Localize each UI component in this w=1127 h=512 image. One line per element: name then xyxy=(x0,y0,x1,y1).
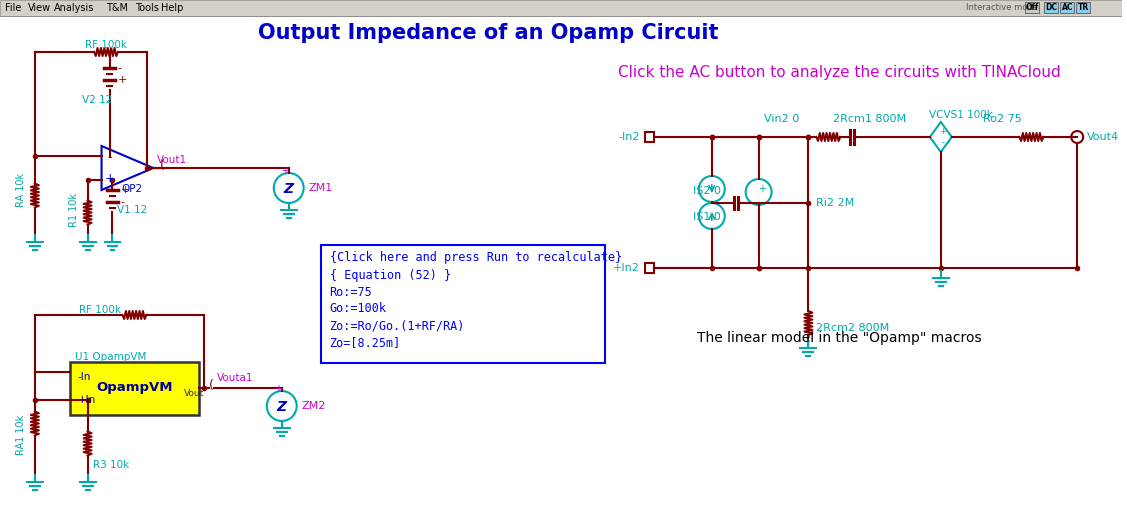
Text: +: + xyxy=(121,185,130,195)
Text: +: + xyxy=(281,166,289,176)
Text: (: ( xyxy=(208,378,213,392)
Text: -: - xyxy=(121,197,124,207)
Text: Off: Off xyxy=(1026,4,1039,12)
Text: VCVS1 100k: VCVS1 100k xyxy=(929,110,993,120)
FancyBboxPatch shape xyxy=(70,362,199,415)
Text: RF 100k: RF 100k xyxy=(85,40,126,50)
FancyBboxPatch shape xyxy=(645,132,654,142)
Circle shape xyxy=(267,391,296,421)
Text: IS2 0: IS2 0 xyxy=(693,186,721,196)
Text: +In: +In xyxy=(78,395,96,405)
Text: OpampVM: OpampVM xyxy=(96,381,172,395)
Text: V1 12: V1 12 xyxy=(117,205,148,215)
Circle shape xyxy=(699,203,725,229)
Text: Zo:=Ro/Go.(1+RF/RA): Zo:=Ro/Go.(1+RF/RA) xyxy=(329,319,465,332)
Text: +: + xyxy=(940,127,947,137)
Text: 2Rcm1 800M: 2Rcm1 800M xyxy=(833,114,906,124)
Text: RA1 10k: RA1 10k xyxy=(16,415,26,455)
Text: U1 OpampVM: U1 OpampVM xyxy=(74,352,147,362)
Circle shape xyxy=(1072,131,1083,143)
Text: Vin2 0: Vin2 0 xyxy=(764,114,799,124)
Text: Zo=[8.25m]: Zo=[8.25m] xyxy=(329,336,401,350)
Circle shape xyxy=(699,176,725,202)
Text: +: + xyxy=(274,384,282,394)
Text: +In2: +In2 xyxy=(613,263,640,273)
Text: Vout4: Vout4 xyxy=(1088,132,1119,142)
Text: R3 10k: R3 10k xyxy=(92,460,128,470)
Text: {Click here and press Run to recalculate}: {Click here and press Run to recalculate… xyxy=(329,251,622,265)
Text: +: + xyxy=(104,172,115,184)
Text: RA 10k: RA 10k xyxy=(16,173,26,207)
FancyBboxPatch shape xyxy=(1061,2,1074,13)
Text: DC: DC xyxy=(1046,4,1057,12)
Text: File: File xyxy=(5,3,21,13)
Text: 2Rcm2 800M: 2Rcm2 800M xyxy=(816,323,889,333)
Text: Output Impedance of an Opamp Circuit: Output Impedance of an Opamp Circuit xyxy=(258,23,718,43)
Text: Click the AC button to analyze the circuits with TINACloud: Click the AC button to analyze the circu… xyxy=(618,65,1061,79)
Text: Tools: Tools xyxy=(135,3,159,13)
Text: Go:=100k: Go:=100k xyxy=(329,303,387,315)
FancyBboxPatch shape xyxy=(1045,2,1058,13)
Text: Z: Z xyxy=(277,400,286,414)
Text: { Equation (52) }: { Equation (52) } xyxy=(329,268,451,282)
Text: RF 100k: RF 100k xyxy=(79,305,121,315)
Text: (: ( xyxy=(160,159,165,172)
Text: AC: AC xyxy=(1062,4,1073,12)
Text: +: + xyxy=(117,75,127,85)
Text: +: + xyxy=(757,184,765,194)
Text: Interactive mode: Interactive mode xyxy=(966,4,1038,12)
FancyBboxPatch shape xyxy=(0,0,1122,16)
Text: The linear model in the "Opamp" macros: The linear model in the "Opamp" macros xyxy=(696,331,982,345)
Text: OP2: OP2 xyxy=(122,184,143,194)
FancyBboxPatch shape xyxy=(320,245,605,363)
Text: -: - xyxy=(117,63,122,73)
Text: Ri2 2M: Ri2 2M xyxy=(816,198,854,207)
Circle shape xyxy=(274,173,303,203)
FancyBboxPatch shape xyxy=(1076,2,1090,13)
Text: V2 12: V2 12 xyxy=(81,95,112,105)
Text: Help: Help xyxy=(161,3,184,13)
Text: -: - xyxy=(941,139,944,147)
Text: Ro2 75: Ro2 75 xyxy=(983,114,1022,124)
Text: Ro:=75: Ro:=75 xyxy=(329,286,372,298)
Text: Analysis: Analysis xyxy=(54,3,95,13)
FancyBboxPatch shape xyxy=(645,263,654,273)
FancyBboxPatch shape xyxy=(1026,2,1039,13)
Text: -In2: -In2 xyxy=(619,132,640,142)
Polygon shape xyxy=(930,122,952,152)
Text: -In: -In xyxy=(78,372,91,382)
Text: Vouta1: Vouta1 xyxy=(218,373,254,383)
Text: TR: TR xyxy=(1077,4,1089,12)
Circle shape xyxy=(746,179,772,205)
Text: -: - xyxy=(107,152,112,164)
Text: Vout1: Vout1 xyxy=(158,155,187,165)
Text: IS1 0: IS1 0 xyxy=(693,212,721,222)
Text: R1 10k: R1 10k xyxy=(69,193,79,227)
Text: ZM1: ZM1 xyxy=(309,183,332,193)
Text: Z: Z xyxy=(284,182,294,196)
Text: ZM2: ZM2 xyxy=(302,401,326,411)
Text: Vout: Vout xyxy=(184,389,204,397)
Text: View: View xyxy=(28,3,51,13)
Text: T&M: T&M xyxy=(107,3,128,13)
